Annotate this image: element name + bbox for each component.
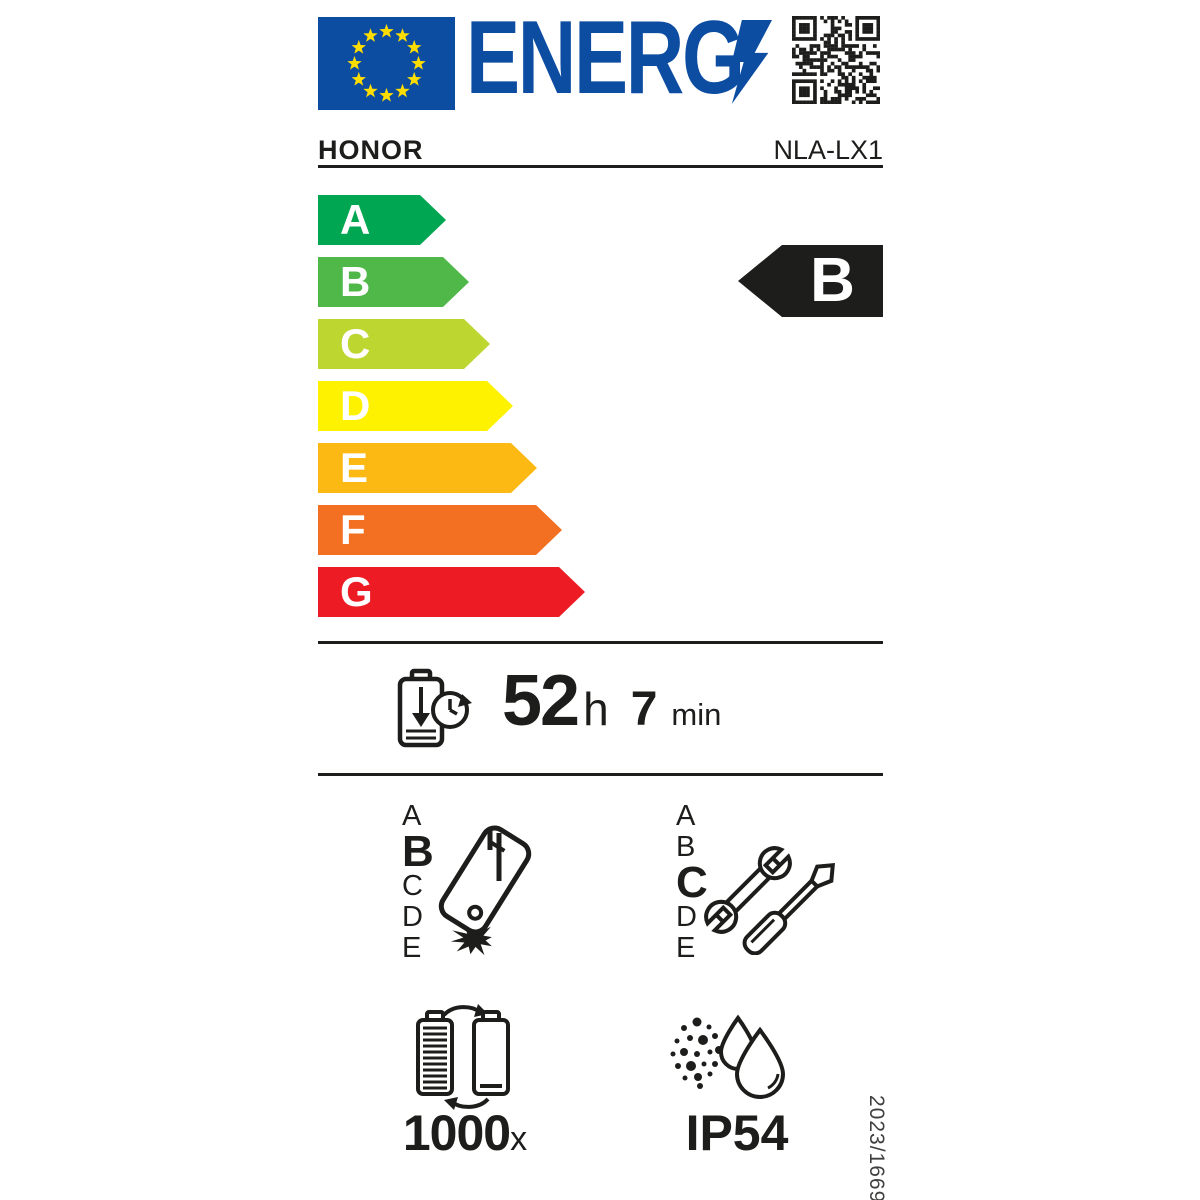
repairability-scale: A B C D E: [676, 800, 708, 964]
class-c-arrow: C: [318, 319, 490, 369]
reliability-scale: A B C D E: [402, 800, 434, 964]
energ-logo-text: ENERG: [466, 0, 745, 116]
class-f-arrow: F: [318, 505, 562, 555]
battery-cycles-value: 1000x: [395, 1104, 535, 1162]
energy-rating-indicator: B: [738, 245, 883, 317]
eu-flag-icon: [318, 17, 455, 110]
divider: [318, 641, 883, 644]
efficiency-scale: A B C D E F G: [318, 195, 585, 629]
energy-label: ENERG HONOR NLA-LX1 A B C D E F G B: [318, 0, 888, 1200]
endurance-minutes: 7: [630, 683, 658, 736]
cycles-number: 1000: [402, 1105, 511, 1161]
energy-rating-letter: B: [810, 246, 855, 315]
battery-recycle-arrows-icon: [416, 1004, 510, 1110]
endurance-hours: 52: [502, 661, 580, 741]
model-identifier: NLA-LX1: [773, 135, 883, 165]
falling-phone-impact-icon: [438, 825, 532, 956]
ingress-protection-rating: IP54: [685, 1105, 789, 1161]
cycles-unit: x: [510, 1120, 528, 1158]
qr-code: [792, 16, 880, 104]
divider: [318, 165, 883, 168]
class-g-arrow: G: [318, 567, 585, 617]
class-e-arrow: E: [318, 443, 537, 493]
divider: [318, 773, 883, 776]
dust-and-water-drops-icon: [670, 1014, 786, 1099]
endurance-hours-unit: h: [583, 683, 609, 735]
battery-endurance-value: 52 h 7 min: [502, 660, 721, 742]
supplier-name: HONOR: [318, 135, 424, 165]
regulation-reference: 2023/1669: [865, 1095, 888, 1200]
battery-discharge-clock-icon: [397, 668, 472, 748]
class-a-arrow: A: [318, 195, 446, 245]
wrench-screwdriver-icon: [704, 846, 835, 955]
brand-row: HONOR NLA-LX1: [318, 132, 883, 166]
endurance-minutes-unit: min: [671, 697, 722, 732]
lightning-bolt-icon: [731, 20, 772, 104]
class-b-arrow: B: [318, 257, 469, 307]
class-d-arrow: D: [318, 381, 513, 431]
